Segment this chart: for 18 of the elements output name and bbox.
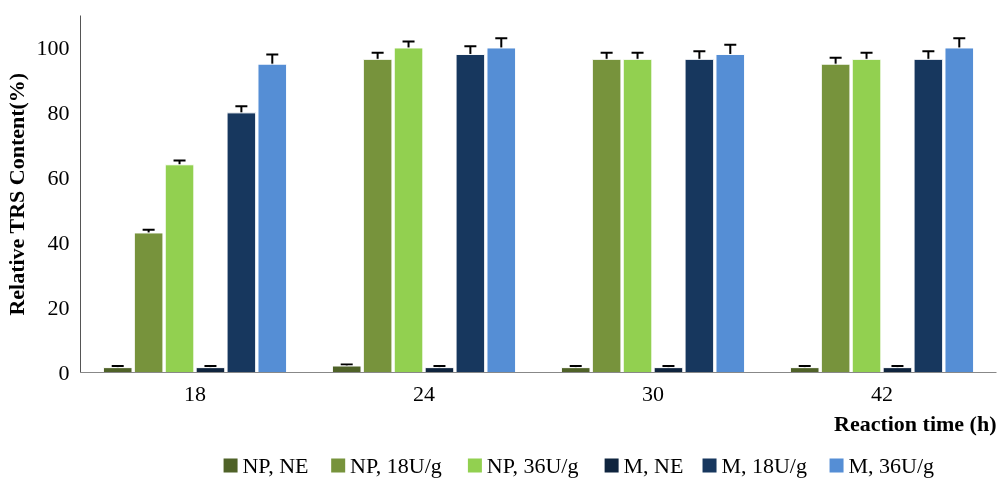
legend-label: M, 36U/g <box>848 453 934 478</box>
x-axis-title: Reaction time (h) <box>833 410 997 436</box>
y-tick-label: 60 <box>47 164 70 190</box>
y-tick-label: 20 <box>47 294 70 320</box>
y-axis-title: Relative TRS Content(%) <box>3 72 29 316</box>
x-tick-label: 24 <box>413 380 435 406</box>
y-tick-label: 100 <box>36 34 70 60</box>
legend-label: M, NE <box>623 453 684 478</box>
legend-label: NP, 36U/g <box>486 453 579 478</box>
y-tick-label: 40 <box>47 229 70 255</box>
y-tick-label: 0 <box>58 359 70 385</box>
legend-label: M, 18U/g <box>721 453 807 478</box>
x-tick-label: 18 <box>184 380 206 406</box>
legend-label: NP, 18U/g <box>350 453 442 478</box>
x-tick-label: 42 <box>871 380 893 406</box>
x-tick-label: 30 <box>642 380 664 406</box>
y-tick-label: 80 <box>47 99 70 125</box>
legend-label: NP, NE <box>242 453 309 478</box>
